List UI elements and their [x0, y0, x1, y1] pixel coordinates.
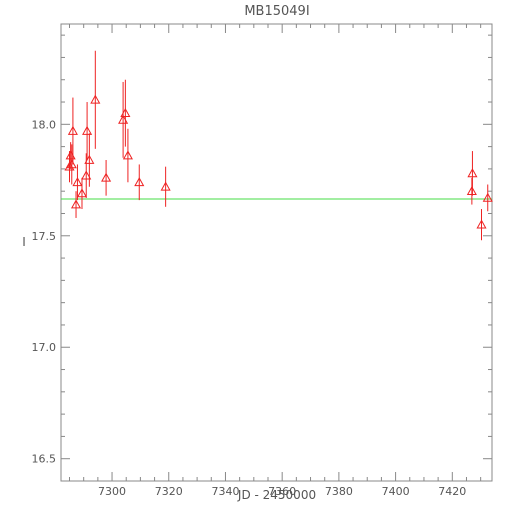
point-marker	[467, 168, 478, 178]
data-point	[482, 184, 493, 212]
data-point	[90, 50, 101, 149]
data-point	[134, 164, 145, 201]
point-marker	[120, 107, 131, 118]
point-marker	[476, 219, 487, 229]
point-marker	[122, 150, 133, 160]
point-marker	[90, 94, 101, 104]
y-tick-label: 16.5	[32, 453, 57, 466]
point-marker	[84, 154, 95, 164]
y-tick-label: 17.5	[32, 230, 57, 243]
y-tick-label: 18.0	[32, 118, 57, 131]
data-point	[467, 151, 478, 196]
plot-frame	[60, 23, 493, 482]
point-marker	[72, 177, 83, 187]
point-marker	[70, 199, 82, 209]
point-marker	[66, 159, 77, 169]
data-point	[70, 191, 82, 218]
chart-title: MB15049I	[244, 4, 309, 19]
x-tick-label: 7420	[438, 485, 466, 498]
x-tick-label: 7400	[382, 485, 410, 498]
y-tick-label: 17.0	[32, 341, 57, 354]
data-point	[76, 177, 88, 210]
data-point	[101, 159, 112, 196]
x-tick-label: 7320	[155, 485, 183, 498]
data-point	[122, 128, 133, 183]
point-marker	[160, 181, 171, 191]
y-axis-label: I	[22, 235, 26, 249]
data-point	[66, 144, 77, 185]
data-point	[476, 209, 487, 241]
data-point	[466, 177, 477, 205]
data-point	[84, 133, 95, 187]
data-point	[72, 164, 83, 201]
point-marker	[76, 188, 88, 198]
point-marker	[134, 177, 145, 187]
axis-ticks: 7300 7320 7340 7360 7380 7400 7420 16.5 17.0 17.5…	[32, 24, 492, 498]
x-tick-label: 7360	[268, 485, 296, 498]
point-marker	[101, 172, 112, 182]
data-point	[160, 166, 171, 207]
point-marker	[482, 192, 493, 202]
point-marker	[466, 185, 477, 196]
data-point	[120, 79, 131, 147]
data-point	[118, 81, 129, 158]
x-tick-label: 7380	[325, 485, 353, 498]
plot-border	[60, 23, 493, 482]
point-marker	[67, 125, 78, 135]
x-axis-label: JD - 2450000	[237, 488, 316, 502]
x-tick-label: 7340	[211, 485, 239, 498]
point-marker	[82, 125, 93, 135]
point-marker	[81, 170, 92, 180]
data-point	[82, 102, 93, 160]
x-tick-label: 7300	[98, 485, 126, 498]
data-point	[67, 97, 78, 165]
data-points	[64, 50, 493, 241]
